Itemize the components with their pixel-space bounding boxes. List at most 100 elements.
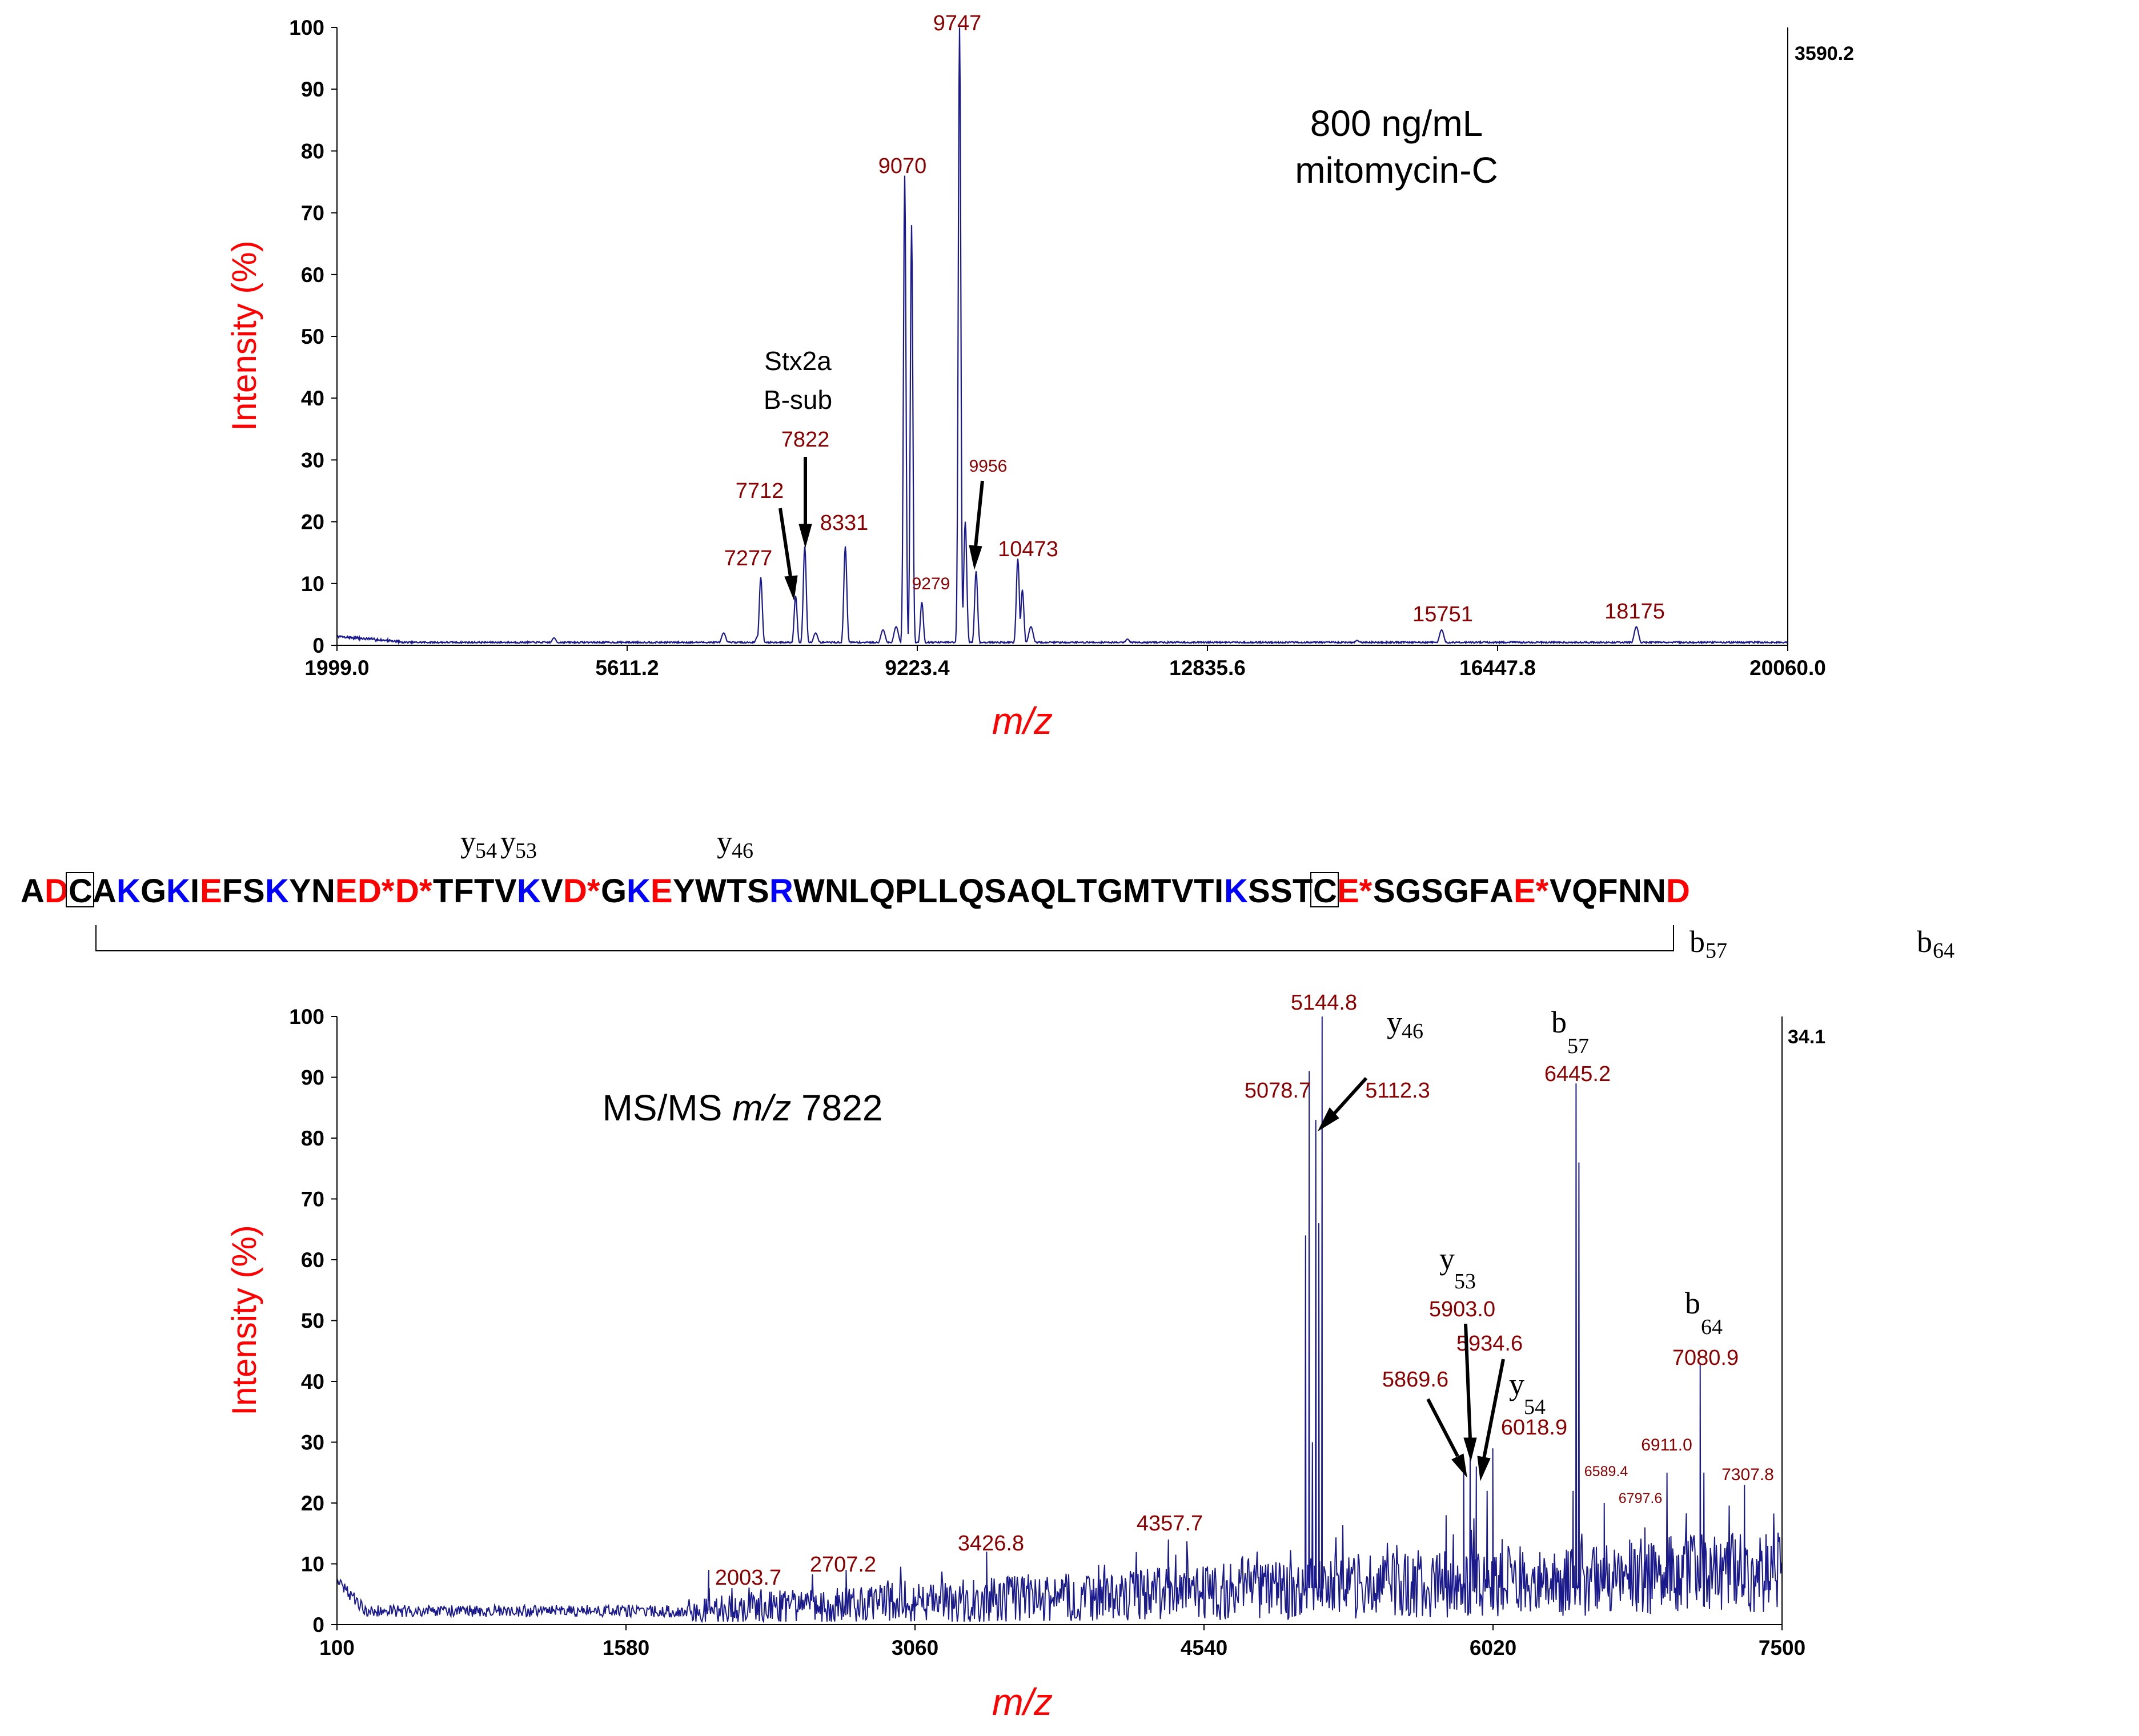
top-y-tick-label: 70 bbox=[301, 202, 324, 225]
bottom-y-tick-label: 10 bbox=[301, 1553, 324, 1576]
top-y-tick-label: 10 bbox=[301, 572, 324, 596]
top-peak-label-8331: 8331 bbox=[820, 511, 869, 535]
residue: Y bbox=[673, 873, 695, 910]
residue: L bbox=[938, 873, 958, 910]
residue: D* bbox=[563, 873, 600, 910]
fragment-label-y46: y 46 bbox=[1387, 1005, 1423, 1043]
msms-title: MS/MS m/z 7822 bbox=[603, 1087, 883, 1128]
bottom-y-tick-label: 100 bbox=[289, 1005, 324, 1028]
residue: E* bbox=[1337, 873, 1373, 910]
msms-peak-label-2707.2: 2707.2 bbox=[810, 1553, 876, 1577]
svg-text:64: 64 bbox=[1933, 939, 1955, 963]
msms-peak-label-5112.3: 5112.3 bbox=[1365, 1079, 1430, 1103]
top-x-tick-label: 9223.4 bbox=[885, 656, 950, 680]
residue: F bbox=[454, 873, 473, 910]
top-peak-label-9747: 9747 bbox=[933, 11, 982, 35]
residue: L bbox=[849, 873, 869, 910]
residue: T bbox=[433, 873, 453, 910]
residue: Q bbox=[958, 873, 984, 910]
bottom-x-tick-label: 4540 bbox=[1181, 1636, 1227, 1659]
arrow-to-5903 bbox=[1463, 1323, 1477, 1462]
residue: A bbox=[1006, 873, 1030, 910]
svg-text:y: y bbox=[1509, 1367, 1524, 1401]
residue: T bbox=[1194, 873, 1214, 910]
residue: S bbox=[1421, 873, 1443, 910]
msms-peak-label-5869.6: 5869.6 bbox=[1382, 1368, 1448, 1392]
msms-peak-label-7080.9: 7080.9 bbox=[1672, 1346, 1739, 1370]
residue: I bbox=[1214, 873, 1223, 910]
fragment-label-y54: y 54 bbox=[1509, 1367, 1546, 1419]
residue: K bbox=[1224, 873, 1248, 910]
top-y-tick-label: 40 bbox=[301, 387, 324, 410]
bottom-x-tick-label: 3060 bbox=[892, 1636, 938, 1659]
residue: G bbox=[1097, 873, 1123, 910]
residue: D bbox=[45, 873, 69, 910]
residue: V bbox=[541, 873, 563, 910]
svg-text:y: y bbox=[1439, 1241, 1455, 1276]
residue: V bbox=[495, 873, 517, 910]
svg-text:b: b bbox=[1551, 1005, 1567, 1039]
top-peak-label-9956: 9956 bbox=[969, 457, 1008, 476]
top-x-tick-label: 16447.8 bbox=[1459, 656, 1536, 680]
residue: V bbox=[1550, 873, 1572, 910]
top-x-tick-label: 5611.2 bbox=[595, 656, 659, 680]
bottom-x-axis-ticks: 100 1580 3060 4540 6020 7500 bbox=[319, 1625, 1805, 1659]
residue: P bbox=[895, 873, 917, 910]
residue: S bbox=[1270, 873, 1293, 910]
residue: T bbox=[474, 873, 494, 910]
bottom-x-tick-label: 100 bbox=[319, 1636, 355, 1659]
top-x-tick-label: 1999.0 bbox=[304, 656, 369, 680]
msms-peak-label-6018.9: 6018.9 bbox=[1501, 1416, 1567, 1440]
top-peak-label-10473: 10473 bbox=[998, 537, 1058, 561]
top-x-axis-title: m/z bbox=[992, 700, 1053, 742]
svg-text:b: b bbox=[1685, 1286, 1700, 1320]
svg-text:b: b bbox=[1917, 925, 1932, 959]
cysteine-box bbox=[66, 872, 94, 907]
residue: S bbox=[1248, 873, 1270, 910]
residue: D* bbox=[395, 873, 432, 910]
species-label-line1: Stx2a bbox=[764, 346, 832, 376]
residue: G bbox=[141, 873, 166, 910]
top-y-axis-title: Intensity (%) bbox=[225, 240, 263, 431]
svg-text:46: 46 bbox=[1402, 1019, 1423, 1043]
cleavage-label-y53: y 53 bbox=[500, 825, 537, 863]
top-y-tick-label: 100 bbox=[289, 16, 324, 39]
condition-label-line1: 800 ng/mL bbox=[1310, 103, 1483, 144]
svg-text:46: 46 bbox=[732, 839, 753, 863]
residue: C bbox=[69, 873, 93, 910]
bottom-x-tick-label: 7500 bbox=[1759, 1636, 1805, 1659]
residue: F bbox=[1469, 873, 1489, 910]
arrow-to-5112 bbox=[1317, 1076, 1368, 1132]
svg-text:54: 54 bbox=[475, 839, 497, 863]
residue: E bbox=[335, 873, 358, 910]
residue: A bbox=[21, 873, 45, 910]
msms-peak-label-5144.8: 5144.8 bbox=[1291, 991, 1357, 1015]
top-peak-label-7712: 7712 bbox=[736, 479, 784, 503]
msms-peak-label-5078.7: 5078.7 bbox=[1245, 1079, 1311, 1103]
residue: K bbox=[117, 873, 141, 910]
residue: F bbox=[1598, 873, 1618, 910]
svg-text:b: b bbox=[1689, 925, 1705, 959]
residue: K bbox=[627, 873, 651, 910]
msms-peak-label-4357.7: 4357.7 bbox=[1137, 1512, 1203, 1536]
top-y-tick-label: 0 bbox=[312, 634, 324, 657]
residue: E* bbox=[1514, 873, 1549, 910]
residue: Q bbox=[1572, 873, 1598, 910]
species-label-line2: B-sub bbox=[764, 385, 832, 415]
cleavage-label-y54: y 54 bbox=[460, 825, 497, 863]
residue: N bbox=[1618, 873, 1642, 910]
svg-text:57: 57 bbox=[1567, 1034, 1589, 1058]
bottom-y-tick-label: 90 bbox=[301, 1066, 324, 1090]
residue: E bbox=[200, 873, 222, 910]
arrow-to-5934 bbox=[1477, 1359, 1505, 1481]
top-max-intensity: 3590.2 bbox=[1795, 43, 1854, 65]
residue: V bbox=[1171, 873, 1194, 910]
bottom-y-tick-label: 70 bbox=[301, 1188, 324, 1211]
top-y-tick-label: 50 bbox=[301, 325, 324, 348]
top-peak-label-15751: 15751 bbox=[1412, 602, 1473, 626]
bottom-y-tick-label: 30 bbox=[301, 1431, 324, 1454]
top-x-tick-label: 12835.6 bbox=[1169, 656, 1246, 680]
residue: A bbox=[93, 873, 117, 910]
msms-spectrum-chart: 0 10 20 30 40 50 60 70 80 90 100 100 1580 3060 4540 60… bbox=[225, 991, 1825, 1723]
svg-text:64: 64 bbox=[1701, 1315, 1723, 1339]
